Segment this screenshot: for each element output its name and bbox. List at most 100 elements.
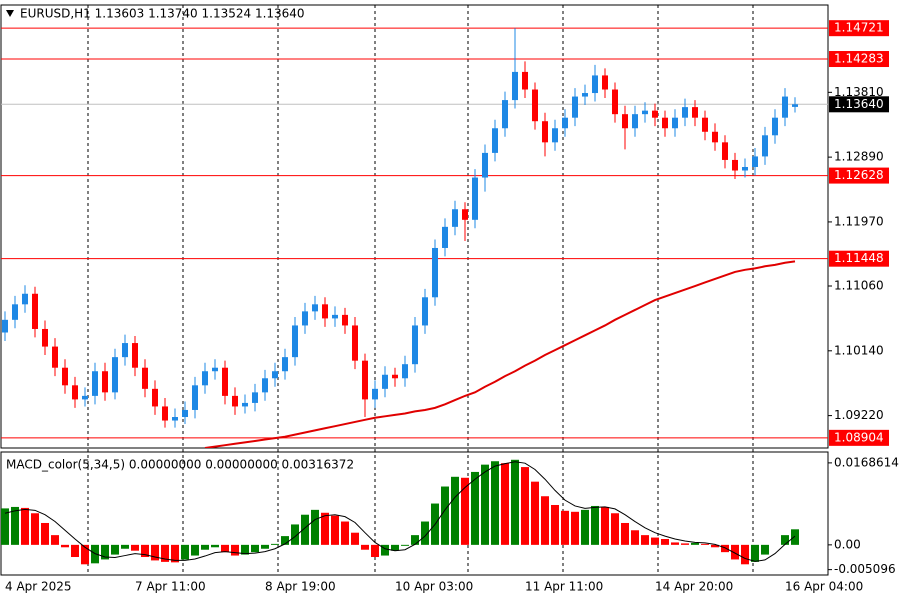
macd-bar (211, 544, 219, 548)
candle-body (732, 159, 738, 171)
period-separators (87, 5, 754, 575)
macd-bar (181, 544, 189, 560)
candle-body (462, 209, 468, 220)
last-price-bg (829, 96, 889, 113)
level-label-bg (829, 20, 889, 37)
macd-bar (291, 524, 299, 545)
candle-body (562, 117, 568, 129)
candle-body (472, 177, 478, 220)
macd-bar (231, 544, 239, 556)
macd-bar (701, 543, 709, 545)
macd-plot (1, 459, 799, 565)
macd-bar (131, 544, 139, 551)
candle-body (152, 388, 158, 407)
candle-body (432, 247, 438, 298)
y-tick-label: 1.10140 (834, 343, 884, 357)
macd-bar (491, 461, 499, 545)
level-label-bg (829, 167, 889, 184)
macd-bar (361, 544, 369, 550)
macd-bar (101, 544, 109, 560)
macd-bar (251, 544, 259, 553)
macd-bar (351, 532, 359, 545)
macd-bar (621, 522, 629, 545)
macd-bar (631, 530, 639, 545)
candle-body (402, 364, 408, 379)
candle-body (22, 293, 28, 305)
macd-bar (601, 506, 609, 545)
macd-bar (381, 544, 389, 556)
macd-bar (781, 535, 789, 545)
candle-body (362, 360, 368, 400)
candle-body (352, 325, 358, 361)
y-tick-label: 1.11970 (834, 214, 884, 228)
macd-bar (271, 543, 279, 545)
macd-bar (561, 510, 569, 545)
candle-body (232, 395, 238, 407)
macd-bar (521, 467, 529, 545)
candle-body (592, 75, 598, 94)
macd-bar (501, 463, 509, 545)
candle-body (242, 402, 248, 407)
candle-body (772, 117, 778, 136)
candle-body (272, 371, 278, 379)
macd-bar (591, 505, 599, 545)
candle-body (212, 367, 218, 372)
moving-average (204, 260, 796, 448)
macd-bar (751, 544, 759, 562)
candle-body (2, 319, 8, 333)
macd-bar (121, 544, 129, 549)
y-tick-label: 0.00 (834, 537, 861, 551)
macd-bar (51, 535, 59, 545)
macd-bar (401, 544, 409, 546)
macd-bar (411, 535, 419, 545)
macd-bar (281, 536, 289, 545)
candle-body (132, 343, 138, 368)
macd-bar (161, 544, 169, 562)
candle-body (672, 117, 678, 129)
candle-body (262, 378, 268, 393)
level-label-bg (829, 429, 889, 446)
candle-body (702, 117, 708, 132)
macd-bar (21, 507, 29, 545)
candle-body (512, 71, 518, 101)
y-tick-label: 1.09220 (834, 408, 884, 422)
macd-bar (341, 521, 349, 545)
candle-body (502, 100, 508, 129)
macd-bar (301, 514, 309, 545)
y-tick-label: 0.0168614 (834, 455, 899, 469)
macd-bar (81, 544, 89, 565)
candle-body (632, 114, 638, 129)
macd-bar (1, 508, 9, 545)
candle-body (332, 314, 338, 319)
candle-body (412, 325, 418, 365)
candle-body (372, 388, 378, 400)
macd-bar (451, 476, 459, 545)
candle-body (642, 110, 648, 115)
x-tick-label: 4 Apr 2025 (5, 580, 72, 594)
candle-body (162, 406, 168, 421)
candle-body (692, 107, 698, 118)
price-panel (0, 4, 829, 449)
x-tick-label: 7 Apr 11:00 (135, 580, 206, 594)
macd-bar (531, 481, 539, 545)
macd-bar (471, 471, 479, 545)
x-tick-label: 10 Apr 03:00 (395, 580, 473, 594)
price-plot (1, 27, 828, 448)
candle-body (532, 89, 538, 122)
candle-body (292, 325, 298, 358)
macd-bar (671, 542, 679, 545)
macd-bar (661, 539, 669, 545)
candle-body (102, 371, 108, 393)
candle-body (742, 166, 748, 171)
candle-body (392, 374, 398, 379)
level-label: 1.08904 (834, 430, 884, 444)
candle-body (182, 409, 188, 418)
candle-body (602, 75, 608, 90)
y-tick-label: -0.005096 (834, 562, 896, 576)
candle-body (442, 226, 448, 248)
menu-arrow[interactable] (6, 10, 14, 17)
candle-body (192, 385, 198, 410)
level-label: 1.11448 (834, 251, 884, 265)
candle-body (582, 93, 588, 97)
